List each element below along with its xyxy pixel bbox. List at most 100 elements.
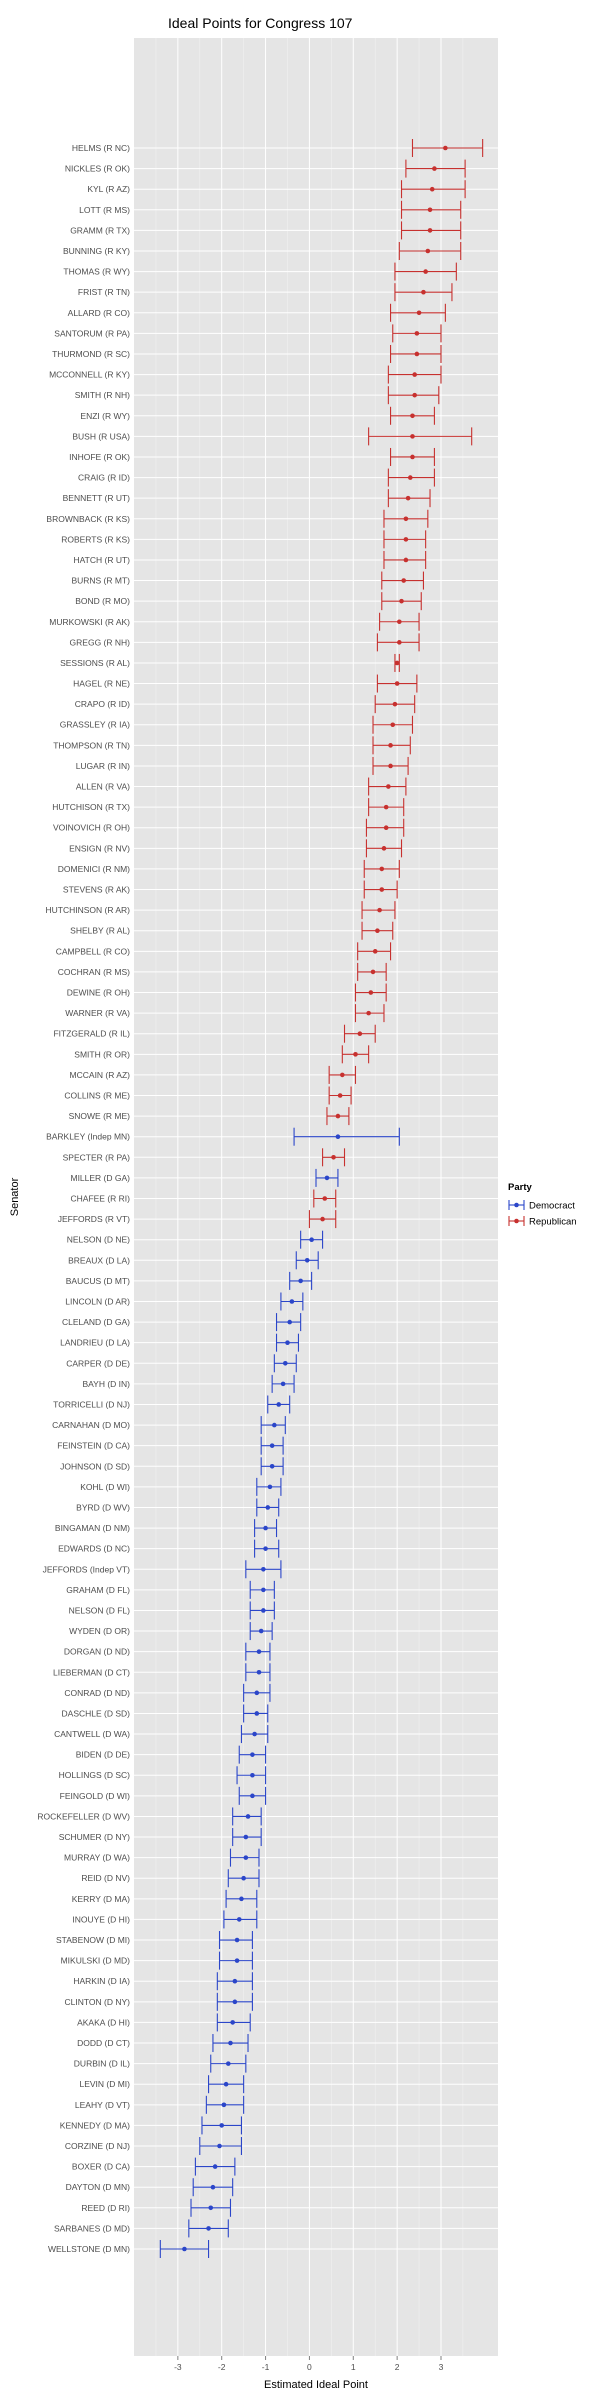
senator-tick-label: BUSH (R USA) xyxy=(72,431,130,441)
x-tick-label: 3 xyxy=(439,2362,444,2372)
ideal-point-marker xyxy=(331,1155,336,1160)
senator-tick-label: JOHNSON (D SD) xyxy=(60,1461,130,1471)
senator-tick-label: STABENOW (D MI) xyxy=(56,1935,130,1945)
senator-tick-label: HUTCHINSON (R AR) xyxy=(45,905,130,915)
ideal-point-marker xyxy=(283,1360,288,1366)
y-axis-title: Senator xyxy=(9,1177,21,1216)
ideal-point-marker xyxy=(357,1031,363,1037)
senator-tick-label: LEVIN (D MI) xyxy=(79,2079,130,2089)
senator-tick-label: DODD (D CT) xyxy=(77,2038,130,2048)
ideal-point-marker xyxy=(272,1422,277,1428)
x-axis-title: Estimated Ideal Point xyxy=(264,2379,368,2391)
senator-tick-label: STEVENS (R AK) xyxy=(63,885,130,895)
ideal-point-marker xyxy=(403,537,409,542)
ideal-point-marker xyxy=(410,413,415,419)
senator-tick-label: SHELBY (R AL) xyxy=(70,926,130,936)
ideal-point-marker xyxy=(388,763,393,769)
ideal-point-marker xyxy=(322,1196,328,1201)
senator-tick-label: KYL (R AZ) xyxy=(87,184,130,194)
ideal-point-marker xyxy=(236,1917,242,1922)
ideal-point-marker xyxy=(403,557,409,563)
legend-key-marker xyxy=(514,1202,519,1208)
senator-tick-label: FEINSTEIN (D CA) xyxy=(57,1441,130,1451)
senator-tick-label: HAGEL (R NE) xyxy=(73,679,130,689)
senator-tick-label: GRASSLEY (R IA) xyxy=(60,720,130,730)
ideal-point-marker xyxy=(230,2020,235,2025)
senator-tick-label: REED (D RI) xyxy=(81,2203,130,2213)
senator-tick-label: CHAFEE (R RI) xyxy=(71,1194,131,1204)
ideal-point-marker xyxy=(397,619,402,625)
ideal-point-marker xyxy=(265,1505,271,1510)
ideal-point-marker xyxy=(228,2040,233,2046)
senator-tick-label: WELLSTONE (D MN) xyxy=(48,2244,130,2254)
senator-tick-label: CARNAHAN (D MO) xyxy=(52,1420,130,1430)
senator-tick-label: KERRY (D MA) xyxy=(72,1894,130,1904)
ideal-point-marker xyxy=(379,866,385,872)
ideal-point-marker xyxy=(412,392,417,398)
senator-tick-label: FITZGERALD (R IL) xyxy=(53,1029,130,1039)
senator-tick-label: MCCAIN (R AZ) xyxy=(70,1070,131,1080)
ideal-point-marker xyxy=(250,1772,255,1778)
ideal-point-marker xyxy=(335,1134,341,1140)
senator-tick-label: SMITH (R OR) xyxy=(74,1049,130,1059)
senator-tick-label: NELSON (D FL) xyxy=(69,1605,131,1615)
ideal-point-marker xyxy=(421,289,426,295)
ideal-point-marker xyxy=(263,1546,268,1551)
ideal-point-marker xyxy=(372,949,378,954)
senator-tick-label: SESSIONS (R AL) xyxy=(60,658,130,668)
senator-tick-label: CORZINE (D NJ) xyxy=(65,2141,130,2151)
x-tick-labels: -3 -2 -1 0 1 2 3 xyxy=(174,2356,444,2372)
ideal-point-marker xyxy=(412,372,417,377)
ideal-point-marker xyxy=(254,1711,260,1716)
error-bar xyxy=(368,427,473,446)
ideal-point-marker xyxy=(379,887,385,892)
senator-tick-label: CLINTON (D NY) xyxy=(65,1997,131,2007)
senator-tick-label: GRAMM (R TX) xyxy=(70,225,130,235)
senator-tick-label: HUTCHISON (R TX) xyxy=(52,802,130,812)
senator-tick-label: JEFFORDS (R VT) xyxy=(58,1214,130,1224)
senator-tick-label: MURKOWSKI (R AK) xyxy=(49,617,130,627)
ideal-point-marker xyxy=(443,145,448,151)
point-estimates xyxy=(182,145,448,2252)
senator-tick-label: ENZI (R WY) xyxy=(80,411,130,421)
ideal-point-marker xyxy=(340,1072,345,1078)
ideal-point-marker xyxy=(254,1690,260,1696)
ideal-point-marker xyxy=(208,2205,214,2211)
senator-tick-label: MILLER (D GA) xyxy=(70,1173,130,1183)
ideal-point-marker xyxy=(366,1010,371,1016)
senator-tick-label: FRIST (R TN) xyxy=(78,287,130,297)
ideal-point-marker xyxy=(217,2143,222,2149)
error-bar xyxy=(293,1127,400,1146)
senator-tick-label: INHOFE (R OK) xyxy=(69,452,130,462)
senator-tick-label: DURBIN (D IL) xyxy=(74,2059,130,2069)
ideal-point-marker xyxy=(287,1319,292,1325)
ideal-point-marker xyxy=(212,2164,218,2169)
senator-tick-label: DORGAN (D ND) xyxy=(64,1647,130,1657)
legend-label: Democract xyxy=(529,1201,575,1212)
ideal-point-marker xyxy=(309,1237,314,1242)
senator-tick-label: BOXER (D CA) xyxy=(72,2162,130,2172)
x-tick-label: -1 xyxy=(262,2362,270,2372)
ideal-point-marker xyxy=(394,660,400,666)
senator-tick-label: BROWNBACK (R KS) xyxy=(46,514,130,524)
senator-tick-label: HOLLINGS (D SC) xyxy=(59,1770,130,1780)
ideal-point-marker xyxy=(410,434,415,439)
ideal-point-marker xyxy=(289,1299,295,1304)
senator-tick-label: SPECTER (R PA) xyxy=(63,1152,131,1162)
senator-tick-label: BAYH (D IN) xyxy=(82,1379,130,1389)
ideal-point-marker xyxy=(241,1875,246,1881)
ideal-point-marker xyxy=(416,310,422,316)
senator-tick-label: CARPER (D DE) xyxy=(66,1358,130,1368)
senator-tick-label: DASCHLE (D SD) xyxy=(62,1708,131,1718)
ideal-point-marker xyxy=(414,351,420,357)
senator-tick-label: THURMOND (R SC) xyxy=(52,349,130,359)
ideal-point-marker xyxy=(410,454,415,460)
senator-tick-label: BAUCUS (D MT) xyxy=(66,1276,130,1286)
ideal-point-marker xyxy=(390,722,396,728)
senator-tick-label: DAYTON (D MN) xyxy=(66,2182,131,2192)
senator-tick-label: BURNS (R MT) xyxy=(71,576,130,586)
senator-tick-label: NICKLES (R OK) xyxy=(65,164,130,174)
senator-tick-label: HELMS (R NC) xyxy=(72,143,130,153)
senator-tick-label: LINCOLN (D AR) xyxy=(65,1296,130,1306)
